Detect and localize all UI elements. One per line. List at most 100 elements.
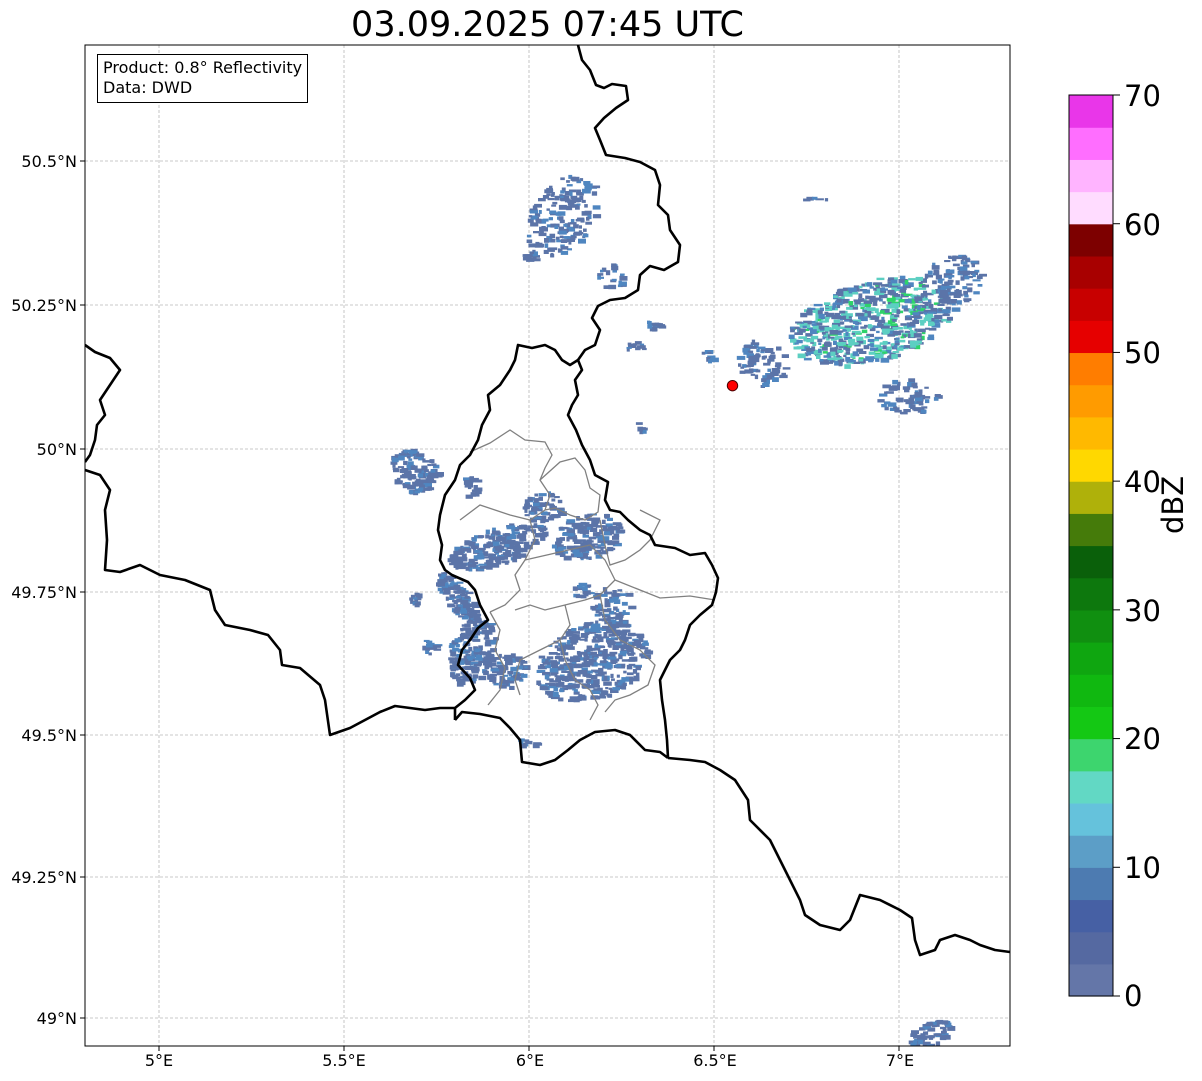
echo-cell: [603, 690, 609, 696]
echo-cell: [595, 535, 603, 539]
echo-cell: [512, 547, 520, 552]
echo-cell: [515, 656, 523, 662]
echo-cell: [468, 558, 474, 563]
echo-cell: [569, 668, 574, 673]
echo-cell: [619, 275, 624, 280]
echo-cell: [914, 1039, 922, 1042]
echo-cell: [460, 545, 464, 550]
echo-cell: [781, 354, 789, 358]
echo-cell: [914, 390, 919, 394]
echo-cell: [742, 347, 751, 353]
echo-cell: [618, 620, 628, 624]
echo-cell: [815, 198, 824, 201]
echo-cell: [529, 251, 534, 254]
echo-cell: [497, 668, 506, 673]
lat-tick-label: 50.25°N: [11, 296, 77, 315]
echo-cell: [461, 589, 466, 593]
echo-cell: [838, 359, 845, 362]
echo-cell: [933, 1033, 942, 1036]
echo-cell: [756, 348, 760, 353]
echo-cell: [569, 191, 573, 197]
echo-cell: [800, 312, 808, 318]
echo-cell: [557, 544, 564, 549]
echo-cluster: [921, 254, 987, 306]
echo-cluster: [390, 448, 444, 496]
echo-cell: [622, 682, 627, 687]
echo-cell: [594, 593, 603, 597]
echo-cell: [577, 585, 583, 589]
echo-cell: [639, 343, 645, 347]
echo-cell: [399, 453, 407, 456]
echo-cell: [574, 679, 584, 683]
echo-cell: [509, 534, 517, 539]
country-borders: [85, 45, 1010, 957]
echo-cell: [576, 203, 581, 206]
echo-cell: [926, 1044, 933, 1046]
echo-cell: [658, 325, 667, 329]
border-france-germany: [667, 756, 1010, 957]
echo-cell: [426, 643, 433, 648]
echo-cell: [463, 661, 471, 664]
echo-cell: [546, 656, 554, 660]
echo-cell: [788, 334, 795, 339]
echo-cell: [928, 303, 934, 309]
echo-cell: [813, 308, 822, 313]
echo-cell: [586, 645, 593, 650]
echo-cell: [462, 547, 468, 552]
echo-cell: [858, 285, 863, 289]
echo-cell: [862, 299, 867, 302]
echo-cell: [584, 661, 588, 666]
echo-cell: [547, 197, 555, 201]
echo-cell: [893, 301, 899, 305]
echo-cell: [573, 689, 578, 693]
echo-cell: [829, 330, 839, 335]
echo-cell: [628, 641, 633, 645]
echo-cell: [591, 519, 600, 524]
echo-cell: [568, 240, 572, 245]
echo-cell: [429, 459, 435, 464]
echo-cell: [574, 199, 582, 202]
echo-cell: [836, 304, 841, 309]
echo-cell: [888, 386, 898, 391]
echo-cell: [571, 522, 580, 527]
colorbar-segment: [1069, 931, 1113, 965]
echo-cell: [910, 330, 914, 334]
echo-cell: [914, 396, 923, 402]
echo-cell: [473, 650, 483, 655]
echo-cell: [495, 657, 501, 660]
colorbar-frame: [1068, 94, 1114, 997]
echo-cell: [825, 316, 830, 320]
colorbar-tick-label: 70: [1124, 79, 1161, 113]
echo-cell: [836, 335, 843, 339]
echo-cell: [534, 493, 538, 497]
echo-cell: [559, 642, 567, 646]
echo-cell: [959, 272, 965, 275]
echo-cell: [927, 311, 936, 314]
echo-cell: [560, 674, 565, 677]
echo-cell: [820, 359, 824, 362]
echo-cell: [431, 463, 437, 466]
echo-cell: [539, 219, 547, 224]
echo-cell: [422, 466, 428, 470]
data-source-label: Data: DWD: [103, 78, 193, 97]
echo-cell: [598, 618, 608, 621]
echo-cell: [886, 391, 894, 394]
echo-cell: [812, 324, 820, 329]
echo-cell: [867, 324, 872, 329]
colorbar-segment: [1069, 802, 1113, 836]
echo-cell: [498, 685, 507, 689]
echo-cell: [552, 201, 558, 205]
echo-cell: [567, 673, 576, 678]
echo-cell: [449, 583, 454, 588]
colorbar: [1069, 95, 1113, 997]
echo-cell: [890, 313, 894, 317]
echo-cell: [978, 273, 987, 277]
echo-cell: [865, 295, 869, 300]
echo-cell: [920, 278, 927, 283]
echo-cell: [593, 656, 598, 660]
echo-cell: [533, 517, 542, 520]
echo-cell: [577, 528, 586, 534]
echo-cell: [571, 639, 579, 643]
echo-cell: [547, 518, 555, 521]
echo-cell: [466, 548, 472, 553]
